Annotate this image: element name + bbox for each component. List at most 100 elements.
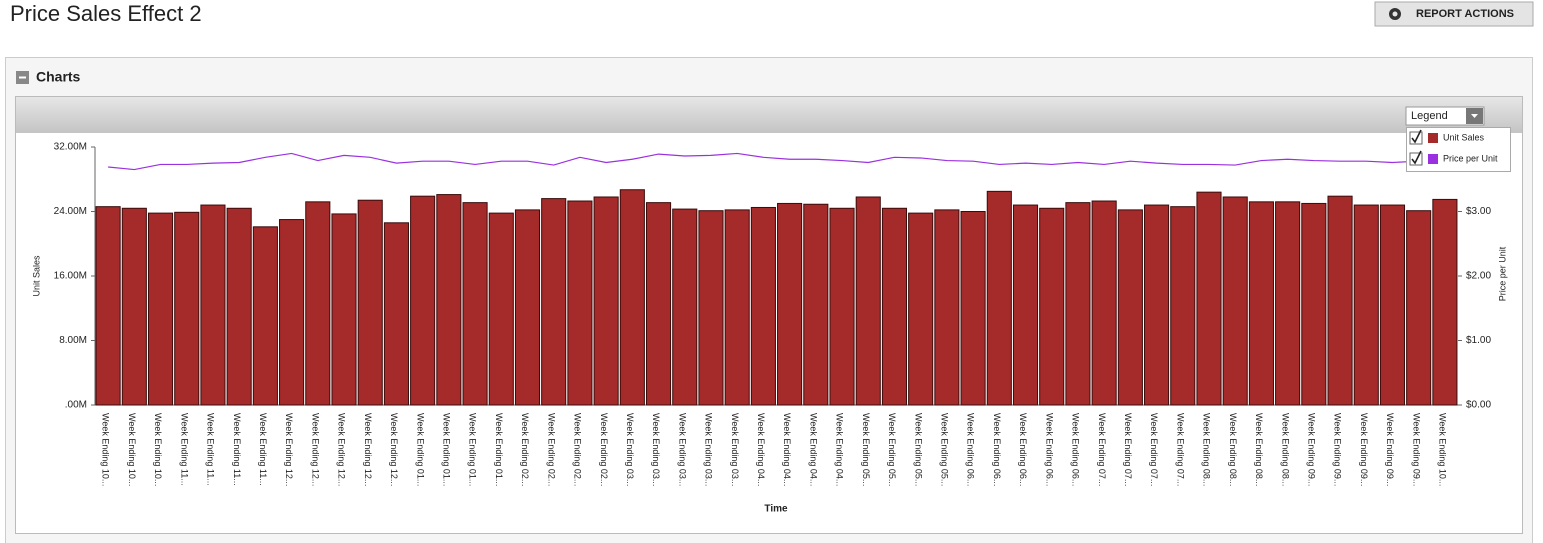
bar [305,201,331,406]
bar [226,207,252,406]
bar [383,222,409,406]
bar [567,200,593,406]
legend-popup [1406,127,1511,172]
x-tick-label: Week Ending 01... [441,413,451,486]
x-tick-label: Week Ending 07... [1123,413,1133,486]
legend-dropdown-label[interactable]: Legend [1411,110,1448,122]
bar [1065,202,1091,406]
x-tick-label: Week Ending 09... [1385,413,1395,486]
page-title: Price Sales Effect 2 [10,1,202,26]
x-tick-label: Week Ending 09... [1359,413,1369,486]
x-tick-label: Week Ending 02... [546,413,556,486]
bar [1275,201,1301,406]
bar [1196,191,1222,406]
x-tick-label: Week Ending 01... [415,413,425,486]
x-tick-label: Week Ending 05... [887,413,897,486]
x-tick-label: Week Ending 06... [1044,413,1054,486]
bar [934,209,960,406]
legend-check [1411,129,1422,144]
price-line [108,152,1445,171]
y2-tick-label: $3.00 [1466,206,1491,217]
x-tick-label: Week Ending 11... [206,413,216,486]
bar [488,212,514,406]
bar [279,219,305,406]
x-tick-label: Week Ending 12... [337,413,347,486]
legend: Legend Unit Sales Price per Unit [1405,106,1511,172]
y-tick-label: 32.00M [54,142,87,153]
chart: .00M 8.00M 16.00M 24.00M 32.00M $0.00 $1.00 $2.… [31,142,1507,515]
y2-tick-label: $1.00 [1466,335,1491,346]
bar [1327,195,1353,406]
x-tick-label: Week Ending 04... [808,413,818,486]
x-tick-label: Week Ending 03... [677,413,687,486]
x-tick-label: Week Ending 07... [1175,413,1185,486]
button-bg[interactable] [1374,1,1534,27]
y2-tick-label: $2.00 [1466,271,1491,282]
bar [331,213,357,406]
y-tick-label: 24.00M [54,206,87,217]
legend-swatch [1428,154,1438,164]
bar [672,208,698,406]
button-label[interactable]: REPORT ACTIONS [1416,8,1514,20]
report-actions-button[interactable]: REPORT ACTIONS [1374,1,1534,27]
bar [436,194,462,406]
y-tick-label: 16.00M [54,271,87,282]
x-tick-label: Week Ending 09... [1306,413,1316,486]
legend-checkbox[interactable] [1409,152,1423,166]
bar [95,206,121,406]
bar [1301,202,1327,406]
x-tick-label: Week Ending 10... [1438,413,1448,486]
bar [410,195,436,406]
x-tick-label: Week Ending 03... [625,413,635,486]
bar [357,199,383,406]
bar [1406,210,1432,406]
bar [908,212,934,406]
x-tick-label: Week Ending 08... [1202,413,1212,486]
y-tick-label: .00M [65,400,87,411]
x-tick-label: Week Ending 01... [468,413,478,486]
bar [1144,204,1170,406]
x-tick-label: Week Ending 12... [310,413,320,486]
bar [1091,200,1117,406]
panel-title: Charts [36,69,81,85]
x-tick-label: Week Ending 05... [940,413,950,486]
x-tick-label: Week Ending 11... [232,413,242,486]
x-tick-label: Week Ending 01... [494,413,504,486]
legend-swatch [1428,133,1438,143]
x-tick-label: Week Ending 06... [992,413,1002,486]
bar [147,212,174,406]
gear-hole[interactable] [1392,11,1398,17]
x-tick-label: Week Ending 02... [573,413,583,486]
collapse-minus [19,76,26,79]
bar [1379,204,1406,406]
bar [1039,207,1065,406]
x-tick-label: Week Ending 10... [127,413,137,486]
x-axis-title: Time [764,504,788,515]
legend-dropdown[interactable] [1405,106,1485,126]
bar [1353,204,1379,406]
x-tick-label: Week Ending 04... [782,413,792,486]
bar [986,190,1012,406]
x-tick-label: Week Ending 03... [651,413,661,486]
x-tick-label: Week Ending 10... [153,413,163,486]
bar [750,206,776,406]
bar [619,189,645,406]
y2-axis-title: Price per Unit [1497,246,1507,301]
bar [698,210,724,406]
y-axis-title: Unit Sales [31,255,41,297]
legend-checkbox[interactable] [1409,131,1423,145]
legend-check [1411,150,1422,165]
x-tick-label: Week Ending 07... [1097,413,1107,486]
chart-toolbar [16,97,1522,133]
bar [803,203,829,406]
bar [960,211,986,406]
bar [541,198,567,406]
x-tick-label: Week Ending 05... [861,413,871,486]
x-tick-label: Week Ending 08... [1280,413,1290,486]
x-tick-label: Week Ending 11... [258,413,268,486]
x-tick-label: Week Ending 09... [1333,413,1343,486]
y2-tick-label: $0.00 [1466,400,1491,411]
bar [593,196,619,406]
